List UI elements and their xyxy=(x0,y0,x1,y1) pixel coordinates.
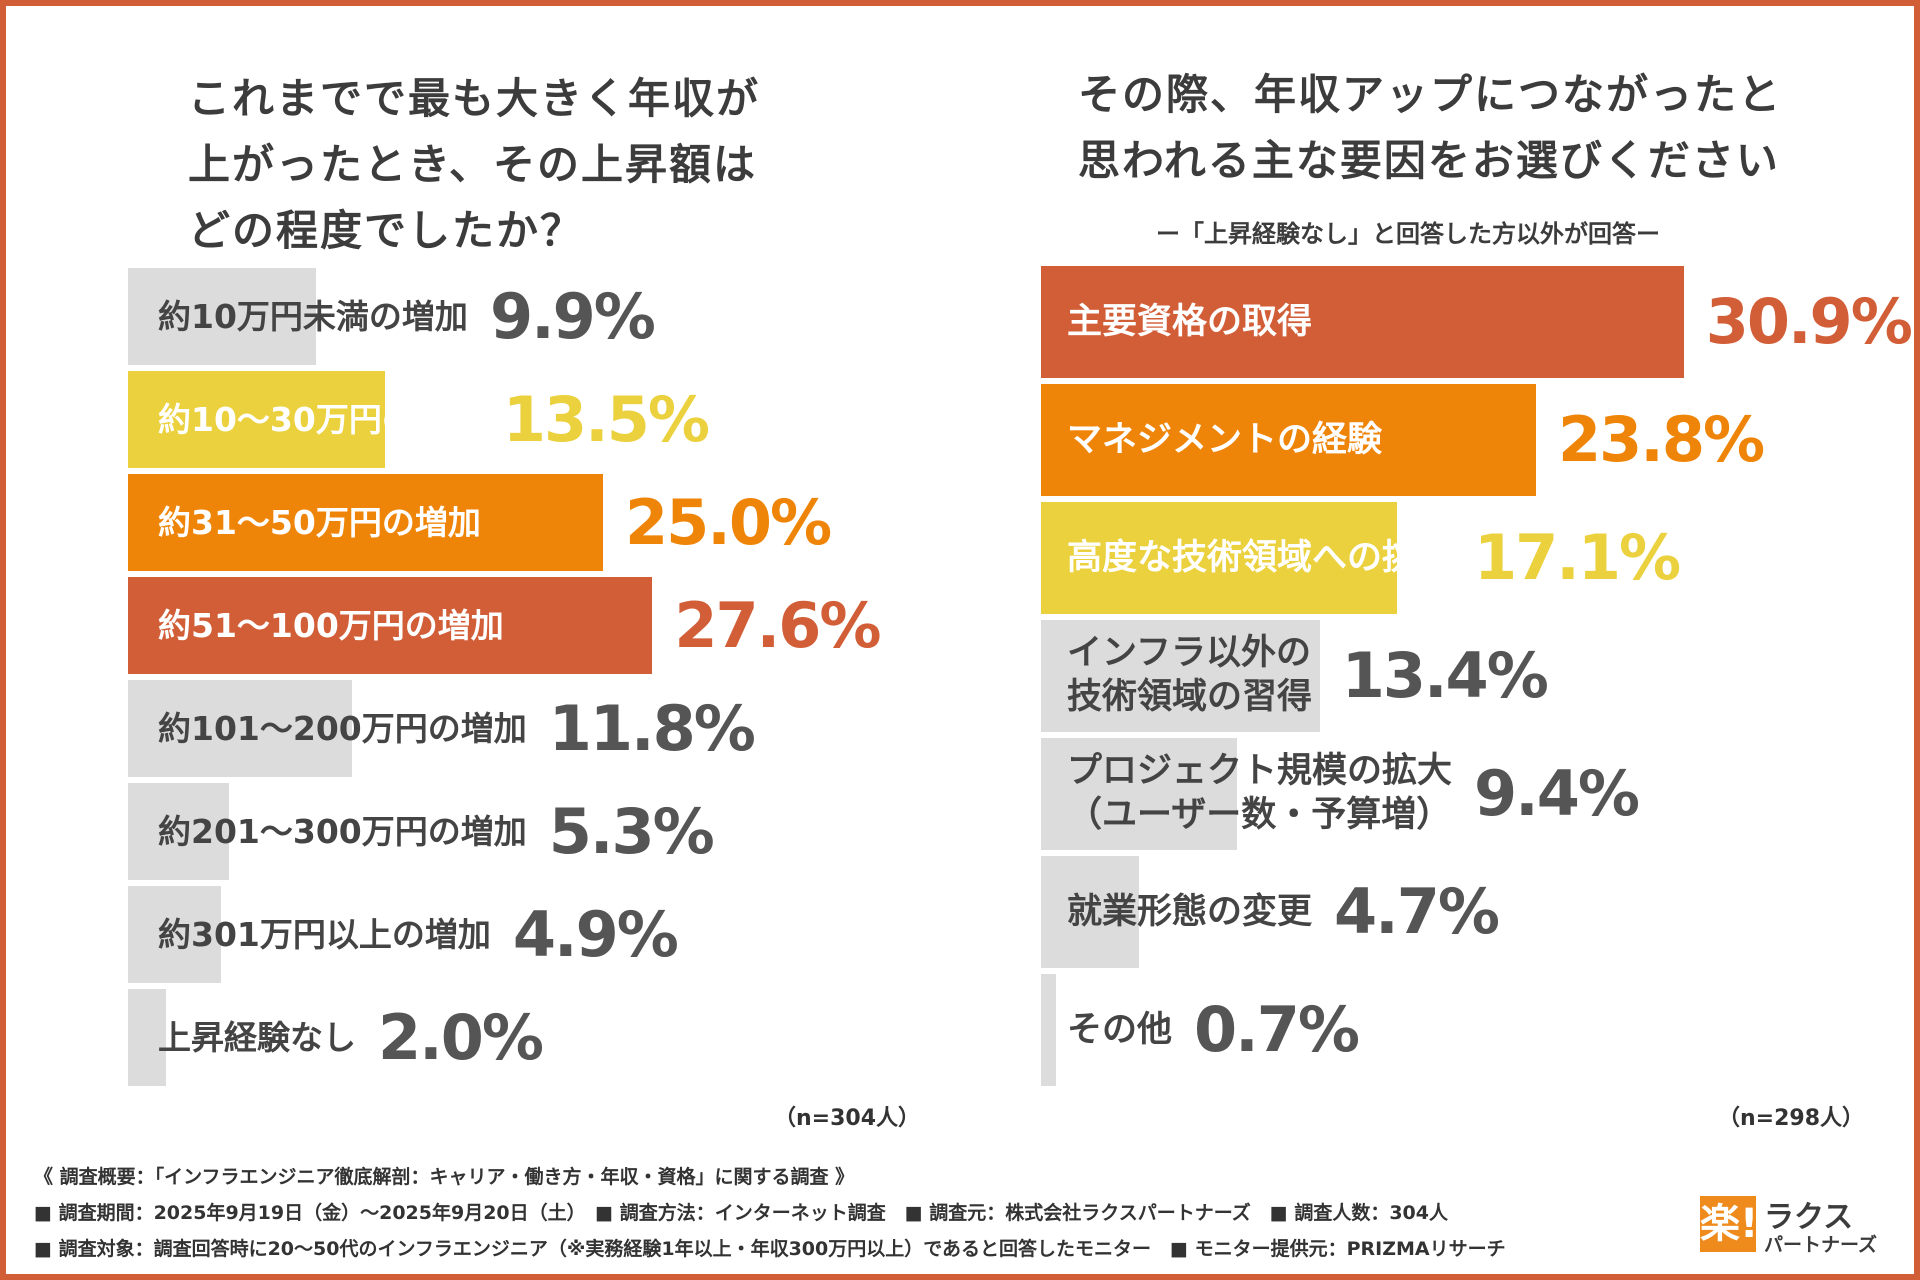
bar xyxy=(128,268,317,365)
bar-value-label: 27.6% xyxy=(674,589,881,662)
bar xyxy=(1041,738,1237,850)
bar-category-label-line: インフラ以外の xyxy=(1067,633,1311,674)
bar xyxy=(1041,856,1139,968)
bar xyxy=(1041,266,1684,378)
right-sample-size: （n=298人） xyxy=(1718,1106,1865,1131)
bar-category-label: 約10〜30万円の増加 xyxy=(158,371,481,468)
bar-category-label-line: 上昇経験なし xyxy=(158,1018,356,1057)
bar-row: プロジェクト規模の拡大 （ユーザー数・予算増） 9.4% xyxy=(1041,738,1901,850)
footer-survey-target: ■ 調査対象：調査回答時に20〜50代のインフラエンジニア（※実務経験1年以上・… xyxy=(34,1238,1506,1260)
bar-value-label: 17.1% xyxy=(1474,521,1681,594)
left-sample-size: （n=304人） xyxy=(774,1106,921,1131)
bar-category-label-line: 約301万円以上の増加 xyxy=(158,915,491,954)
bar-category-label-line: 技術領域の習得 xyxy=(1067,677,1313,717)
footer-survey-overview: 《 調査概要：「インフラエンジニア徹底解剖：キャリア・働き方・年収・資格」に関す… xyxy=(34,1166,855,1188)
bar-category-label: 約31〜50万円の増加 xyxy=(158,474,481,571)
right-bar-chart: 主要資格の取得 30.9% マネジメントの経験 23.8% 高度な技術領域への挑戦 17.… xyxy=(1041,266,1913,1096)
right-title-line: 思われる主な要因をお選びください xyxy=(1078,136,1780,185)
bar-value-label: 11.8% xyxy=(548,692,756,765)
logo-mark: 楽! xyxy=(1700,1196,1758,1252)
bar-category-label-line: 約201〜300万円の増加 xyxy=(158,812,527,851)
bar xyxy=(128,577,653,674)
right-chart-subtitle: ー「上昇経験なし」と回答した方以外が回答ー xyxy=(1156,220,1660,248)
bar xyxy=(1041,974,1056,1086)
bar-row: 就業形態の変更 4.7% xyxy=(1041,856,1901,968)
logo-name: ラクス xyxy=(1764,1200,1854,1235)
right-chart-title: その際、年収アップにつながったと 思われる主な要因をお選びください xyxy=(1078,62,1838,194)
footer-survey-period: ■ 調査期間：2025年9月19日（金）〜2025年9月20日（土） ■ 調査方… xyxy=(34,1202,1448,1224)
bar-category-label-line: 高度な技術領域への挑戦 xyxy=(1067,538,1453,578)
bar-value-label: 13.4% xyxy=(1341,639,1549,712)
bar-category-label-line: その他 xyxy=(1067,1010,1173,1050)
bar-category-label-line: 約51〜100万円の増加 xyxy=(158,606,504,645)
bar-value-label: 0.7% xyxy=(1194,993,1360,1066)
logo-subname: パートナーズ xyxy=(1764,1234,1878,1256)
bar-row: 約31〜50万円の増加 25.0% xyxy=(128,474,948,571)
bar-row: 約301万円以上の増加 4.9% xyxy=(128,886,948,983)
bar-value-label: 23.8% xyxy=(1558,403,1765,476)
bar-category-label: 約201〜300万円の増加 xyxy=(158,783,527,880)
bar-value-label: 5.3% xyxy=(548,795,715,868)
bar-row: その他 0.7% xyxy=(1041,974,1901,1086)
bar xyxy=(1041,620,1320,732)
bar xyxy=(128,886,222,983)
bar-row: 高度な技術領域への挑戦 17.1% xyxy=(1041,502,1901,614)
left-bar-chart: 約10万円未満の増加 9.9% 約10〜30万円の増加 13.5% 約31〜50万円の増… xyxy=(128,268,948,1098)
bar-category-label: 約301万円以上の増加 xyxy=(158,886,491,983)
bar xyxy=(128,989,166,1086)
bar-category-label-line: 約31〜50万円の増加 xyxy=(158,503,481,542)
bar xyxy=(1041,384,1537,496)
bar-value-label: 4.7% xyxy=(1334,875,1500,948)
bar-category-label-line: プロジェクト規模の拡大 xyxy=(1067,751,1453,792)
bar xyxy=(128,680,353,777)
bar-category-label: 高度な技術領域への挑戦 xyxy=(1067,502,1452,614)
bar-row: 上昇経験なし 2.0% xyxy=(128,989,948,1086)
bar-category-label: 上昇経験なし xyxy=(158,989,356,1086)
bar-category-label-line: 主要資格の取得 xyxy=(1067,302,1313,342)
bar-value-label: 9.4% xyxy=(1474,757,1640,830)
bar-category-label-line: 就業形態の変更 xyxy=(1067,892,1313,932)
bar-category-label-line: （ユーザー数・予算増） xyxy=(1067,795,1452,835)
bar-row: マネジメントの経験 23.8% xyxy=(1041,384,1901,496)
bar-row: 約10万円未満の増加 9.9% xyxy=(128,268,948,365)
left-title-line: これまでで最も大きく年収が xyxy=(188,74,761,123)
bar-category-label: プロジェクト規模の拡大 （ユーザー数・予算増） xyxy=(1067,750,1452,838)
bar-category-label-line: 約101〜200万円の増加 xyxy=(158,709,527,748)
bar-row: 約101〜200万円の増加 11.8% xyxy=(128,680,948,777)
bar-category-label-line: 約10〜30万円の増加 xyxy=(158,400,481,439)
bar-value-label: 30.9% xyxy=(1705,285,1913,358)
bar-row: インフラ以外の 技術領域の習得 13.4% xyxy=(1041,620,1901,732)
bar-category-label: 約51〜100万円の増加 xyxy=(158,577,504,674)
right-title-line: その際、年収アップにつながったと xyxy=(1078,70,1783,119)
bar-value-label: 4.9% xyxy=(512,898,679,971)
bar xyxy=(1041,502,1397,614)
bar-category-label: 主要資格の取得 xyxy=(1067,266,1312,378)
bar xyxy=(128,474,603,571)
bar-category-label-line: マネジメントの経験 xyxy=(1067,420,1383,460)
bar-category-label: 約10万円未満の増加 xyxy=(158,268,468,365)
bar-category-label: その他 xyxy=(1067,974,1172,1086)
bar-value-label: 25.0% xyxy=(625,486,832,559)
bar-row: 約201〜300万円の増加 5.3% xyxy=(128,783,948,880)
left-chart-title: これまでで最も大きく年収が 上がったとき、その上昇額は どの程度でしたか？ xyxy=(188,66,828,264)
left-title-line: どの程度でしたか？ xyxy=(188,206,585,255)
bar-category-label: インフラ以外の 技術領域の習得 xyxy=(1067,632,1312,720)
left-title-line: 上がったとき、その上昇額は xyxy=(188,140,758,189)
bar xyxy=(128,371,385,468)
bar-row: 主要資格の取得 30.9% xyxy=(1041,266,1913,378)
bar xyxy=(128,783,229,880)
bar-category-label-line: 約10万円未満の増加 xyxy=(158,297,468,336)
bar-row: 約51〜100万円の増加 27.6% xyxy=(128,577,948,674)
bar-value-label: 13.5% xyxy=(502,383,710,456)
company-logo: 楽! ラクス パートナーズ xyxy=(1700,1192,1910,1262)
bar-category-label: 約101〜200万円の増加 xyxy=(158,680,527,777)
bar-category-label: 就業形態の変更 xyxy=(1067,856,1312,968)
bar-row: 約10〜30万円の増加 13.5% xyxy=(128,371,948,468)
bar-value-label: 2.0% xyxy=(378,1001,544,1074)
bar-value-label: 9.9% xyxy=(489,280,656,353)
bar-category-label: マネジメントの経験 xyxy=(1067,384,1382,496)
